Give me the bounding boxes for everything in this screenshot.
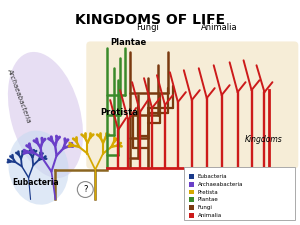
FancyBboxPatch shape [189, 198, 194, 203]
FancyBboxPatch shape [189, 182, 194, 187]
FancyBboxPatch shape [189, 205, 194, 210]
Text: Animalia: Animalia [201, 22, 238, 32]
Text: KINGDOMS OF LIFE: KINGDOMS OF LIFE [75, 13, 225, 27]
Text: Kingdoms: Kingdoms [244, 135, 282, 144]
Text: Fungi: Fungi [136, 22, 159, 32]
FancyBboxPatch shape [189, 174, 194, 179]
Text: Archaeabacteria: Archaeabacteria [198, 182, 243, 187]
FancyBboxPatch shape [184, 167, 295, 220]
Text: Archaeabacteria: Archaeabacteria [6, 67, 31, 123]
Text: ?: ? [83, 185, 88, 194]
Text: Fungi: Fungi [198, 205, 213, 210]
Circle shape [77, 182, 93, 198]
Text: Pretista: Pretista [198, 189, 218, 194]
Text: Eubacteria: Eubacteria [13, 178, 59, 187]
FancyBboxPatch shape [86, 41, 298, 169]
FancyBboxPatch shape [189, 213, 194, 218]
Text: Plantae: Plantae [110, 38, 146, 47]
FancyBboxPatch shape [189, 189, 194, 194]
Ellipse shape [8, 52, 83, 178]
Ellipse shape [8, 130, 69, 205]
Text: Plantae: Plantae [198, 198, 218, 203]
Text: Protista: Protista [100, 108, 138, 117]
Text: Eubacteria: Eubacteria [198, 174, 227, 179]
Text: Animalia: Animalia [198, 213, 222, 218]
